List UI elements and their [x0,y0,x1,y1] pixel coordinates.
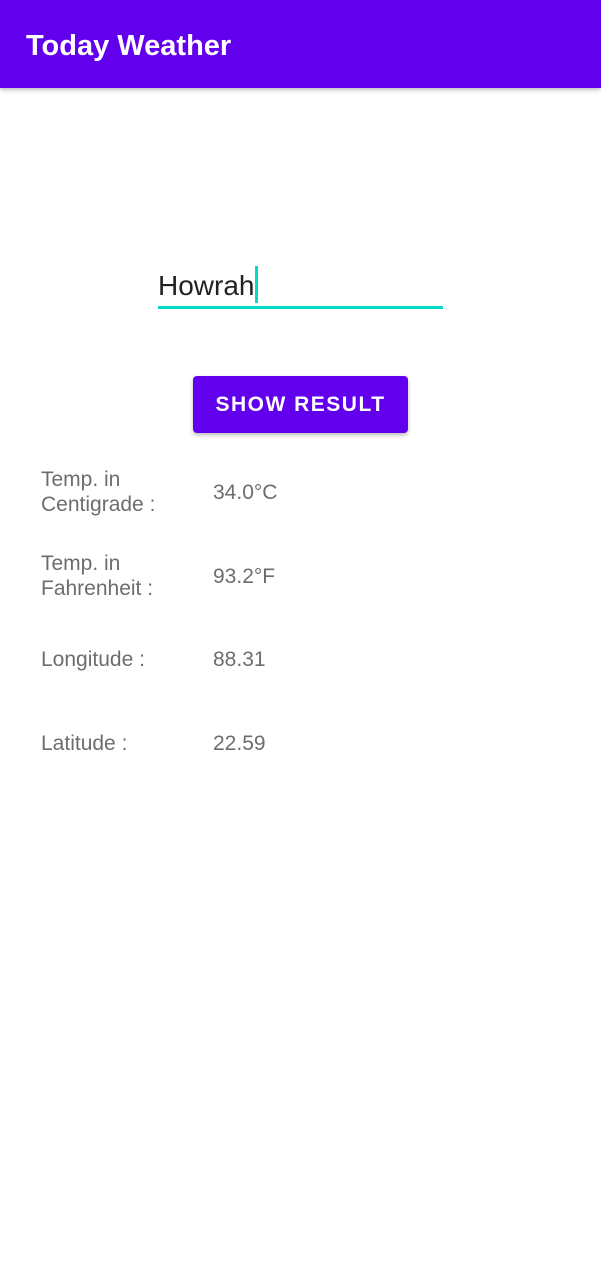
latitude-label: Latitude : [41,732,128,755]
city-input-text[interactable]: Howrah [158,270,255,301]
city-input[interactable]: Howrah [158,258,443,310]
fahrenheit-label: Temp. in Fahrenheit : [41,552,154,600]
city-input-value[interactable]: Howrah [158,266,259,304]
centigrade-label: Temp. in Centigrade : [41,468,156,516]
app-title: Today Weather [26,30,232,62]
app-bar: Today Weather [0,0,601,88]
latitude-value: 22.59 [213,732,266,755]
longitude-value: 88.31 [213,648,266,671]
show-result-button[interactable]: SHOW RESULT [193,376,408,433]
city-input-underline [158,306,443,309]
fahrenheit-value: 93.2°F [213,565,276,588]
longitude-label: Longitude : [41,648,145,671]
text-cursor [255,266,259,303]
centigrade-value: 34.0°C [213,481,278,504]
